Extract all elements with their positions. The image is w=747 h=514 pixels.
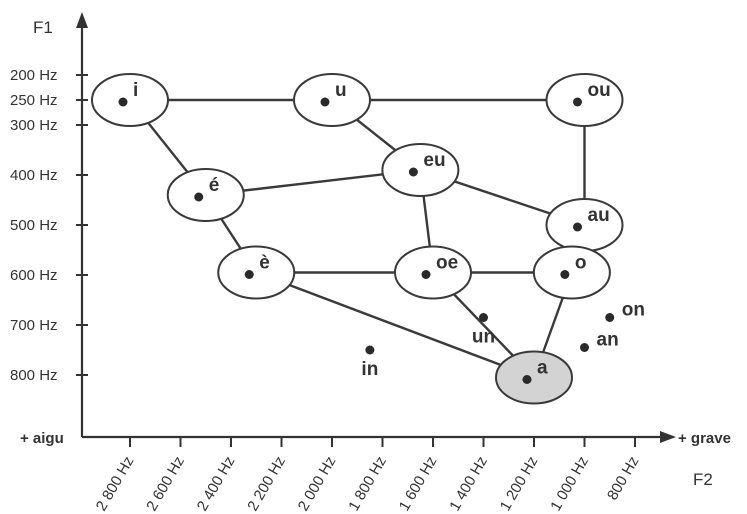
x-axis-arrow <box>660 431 676 443</box>
vowel-label: è <box>259 253 270 274</box>
x-axis-title: F2 <box>693 470 713 489</box>
vowel-bubble <box>545 73 624 127</box>
x-tick-label: 1 600 Hz <box>396 454 441 514</box>
vowel-dot <box>580 343 589 352</box>
vowel-eu: eu <box>381 143 460 197</box>
vowel-label: u <box>335 80 347 101</box>
vowel-au: au <box>545 198 624 252</box>
y-tick-label: 300 Hz <box>10 117 58 134</box>
left-end-label: + aigu <box>20 430 64 447</box>
vowel-label: au <box>588 205 610 226</box>
vowel-un: un <box>472 313 495 348</box>
x-tick-label: 1 400 Hz <box>446 454 491 514</box>
right-end-label: + grave <box>678 430 731 447</box>
y-tick-label: 400 Hz <box>10 167 58 184</box>
vowel-oe: oe <box>394 245 472 300</box>
vowel-bubble <box>293 73 371 127</box>
vowel-dot <box>421 270 431 279</box>
vowel-i: i <box>91 73 169 127</box>
vowel-dot <box>118 97 128 107</box>
y-axis-arrow <box>76 12 88 28</box>
vowel-dot <box>244 270 254 279</box>
y-tick-label: 250 Hz <box>10 92 58 109</box>
edge-e_grave-a <box>255 271 535 379</box>
x-tick-label: 1 200 Hz <box>497 454 542 514</box>
vowel-dot <box>560 270 570 279</box>
vowel-in: in <box>361 345 378 380</box>
vowel-dot <box>479 313 488 322</box>
vowel-dot <box>522 375 532 384</box>
vowel-bubble <box>166 168 245 222</box>
vowel-label: o <box>575 253 587 274</box>
vowel-e_acute: é <box>166 168 245 222</box>
y-tick-label: 700 Hz <box>10 317 58 334</box>
x-tick-label: 800 Hz <box>604 454 642 504</box>
vowel-label: an <box>597 330 619 351</box>
x-tick-label: 2 000 Hz <box>295 454 340 514</box>
vowel-dot <box>320 97 330 107</box>
vowel-bubble <box>381 143 460 197</box>
vowel-on: on <box>605 300 645 322</box>
vowel-bubble <box>217 245 296 300</box>
vowel-connections <box>129 98 586 379</box>
vowel-label: eu <box>423 150 445 171</box>
vowel-an: an <box>580 330 619 352</box>
vowel-label: i <box>133 80 138 101</box>
x-tick-label: 2 200 Hz <box>244 454 289 514</box>
vowel-label: ou <box>588 80 611 101</box>
y-tick-label: 200 Hz <box>10 67 58 84</box>
vowel-bubble <box>394 245 472 300</box>
vowel-u: u <box>293 73 371 127</box>
vowel-bubble <box>495 350 573 405</box>
vowel-e_grave: è <box>217 245 296 300</box>
y-tick-label: 500 Hz <box>10 217 58 234</box>
vowel-a: a <box>495 350 573 405</box>
y-tick-label: 800 Hz <box>10 367 58 384</box>
vowel-dot <box>573 97 582 107</box>
x-tick-label: 1 000 Hz <box>547 454 592 514</box>
vowel-bubble <box>532 245 611 300</box>
vowel-bubble <box>545 198 624 252</box>
x-tick-label: 2 800 Hz <box>93 454 138 514</box>
vowel-dot <box>408 167 418 177</box>
vowel-dot <box>194 192 204 202</box>
vowel-label: in <box>361 359 378 380</box>
y-tick-label: 600 Hz <box>10 267 58 284</box>
x-axis-ticks: 2 800 Hz 2 600 Hz 2 400 Hz 2 200 Hz 2 000 Hz… <box>93 437 642 514</box>
vowel-dot <box>365 345 375 355</box>
vowel-bubble <box>91 73 169 127</box>
vowel-o: o <box>532 245 611 300</box>
x-tick-label: 2 600 Hz <box>143 454 188 514</box>
vowel-dot <box>605 313 615 322</box>
y-axis-ticks: 200 Hz 250 Hz 300 Hz 400 Hz 500 Hz 600 Hz 700 … <box>10 67 88 384</box>
vowel-label: on <box>622 300 645 321</box>
vowel-label: un <box>472 327 495 348</box>
vowel-label: é <box>209 175 220 196</box>
y-axis-title: F1 <box>33 18 53 37</box>
x-tick-label: 1 800 Hz <box>345 454 390 514</box>
x-tick-label: 2 400 Hz <box>194 454 239 514</box>
vowel-ou: ou <box>545 73 624 127</box>
vowel-label: oe <box>436 253 458 274</box>
vowel-dot <box>573 222 582 232</box>
vowel-label: a <box>537 358 548 379</box>
